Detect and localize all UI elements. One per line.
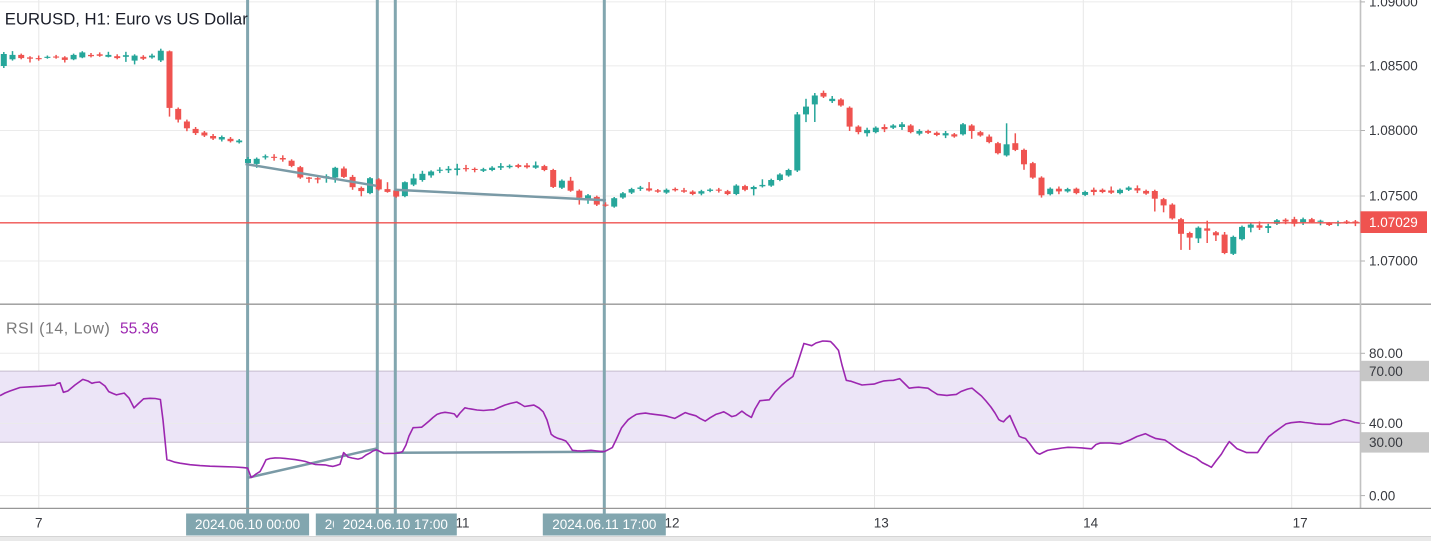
svg-text:12: 12 [664,516,679,531]
svg-text:11: 11 [455,516,469,531]
svg-text:0.00: 0.00 [1369,488,1395,503]
svg-text:55.36: 55.36 [120,321,159,338]
svg-text:80.00: 80.00 [1369,346,1403,361]
svg-text:2024.06.10 17:00: 2024.06.10 17:00 [343,517,448,532]
svg-text:1.08500: 1.08500 [1369,59,1418,74]
svg-text:2024.06.11 17:00: 2024.06.11 17:00 [552,517,656,532]
svg-text:13: 13 [874,516,889,531]
svg-text:1.07029: 1.07029 [1369,215,1418,230]
svg-text:1.08000: 1.08000 [1369,123,1418,138]
svg-text:14: 14 [1083,516,1099,531]
svg-text:1.07500: 1.07500 [1369,189,1418,204]
svg-text:17: 17 [1293,516,1308,531]
svg-text:1.07000: 1.07000 [1369,254,1418,269]
svg-text:70.00: 70.00 [1369,364,1403,379]
svg-text:30.00: 30.00 [1369,435,1403,450]
svg-text:7: 7 [35,516,43,531]
svg-text:40.00: 40.00 [1369,416,1403,431]
svg-text:1.09000: 1.09000 [1369,0,1418,10]
svg-text:EURUSD, H1: Euro vs US Dollar: EURUSD, H1: Euro vs US Dollar [5,10,248,29]
svg-text:RSI (14, Low): RSI (14, Low) [6,321,110,338]
svg-text:2024.06.10 00:00: 2024.06.10 00:00 [195,517,300,532]
